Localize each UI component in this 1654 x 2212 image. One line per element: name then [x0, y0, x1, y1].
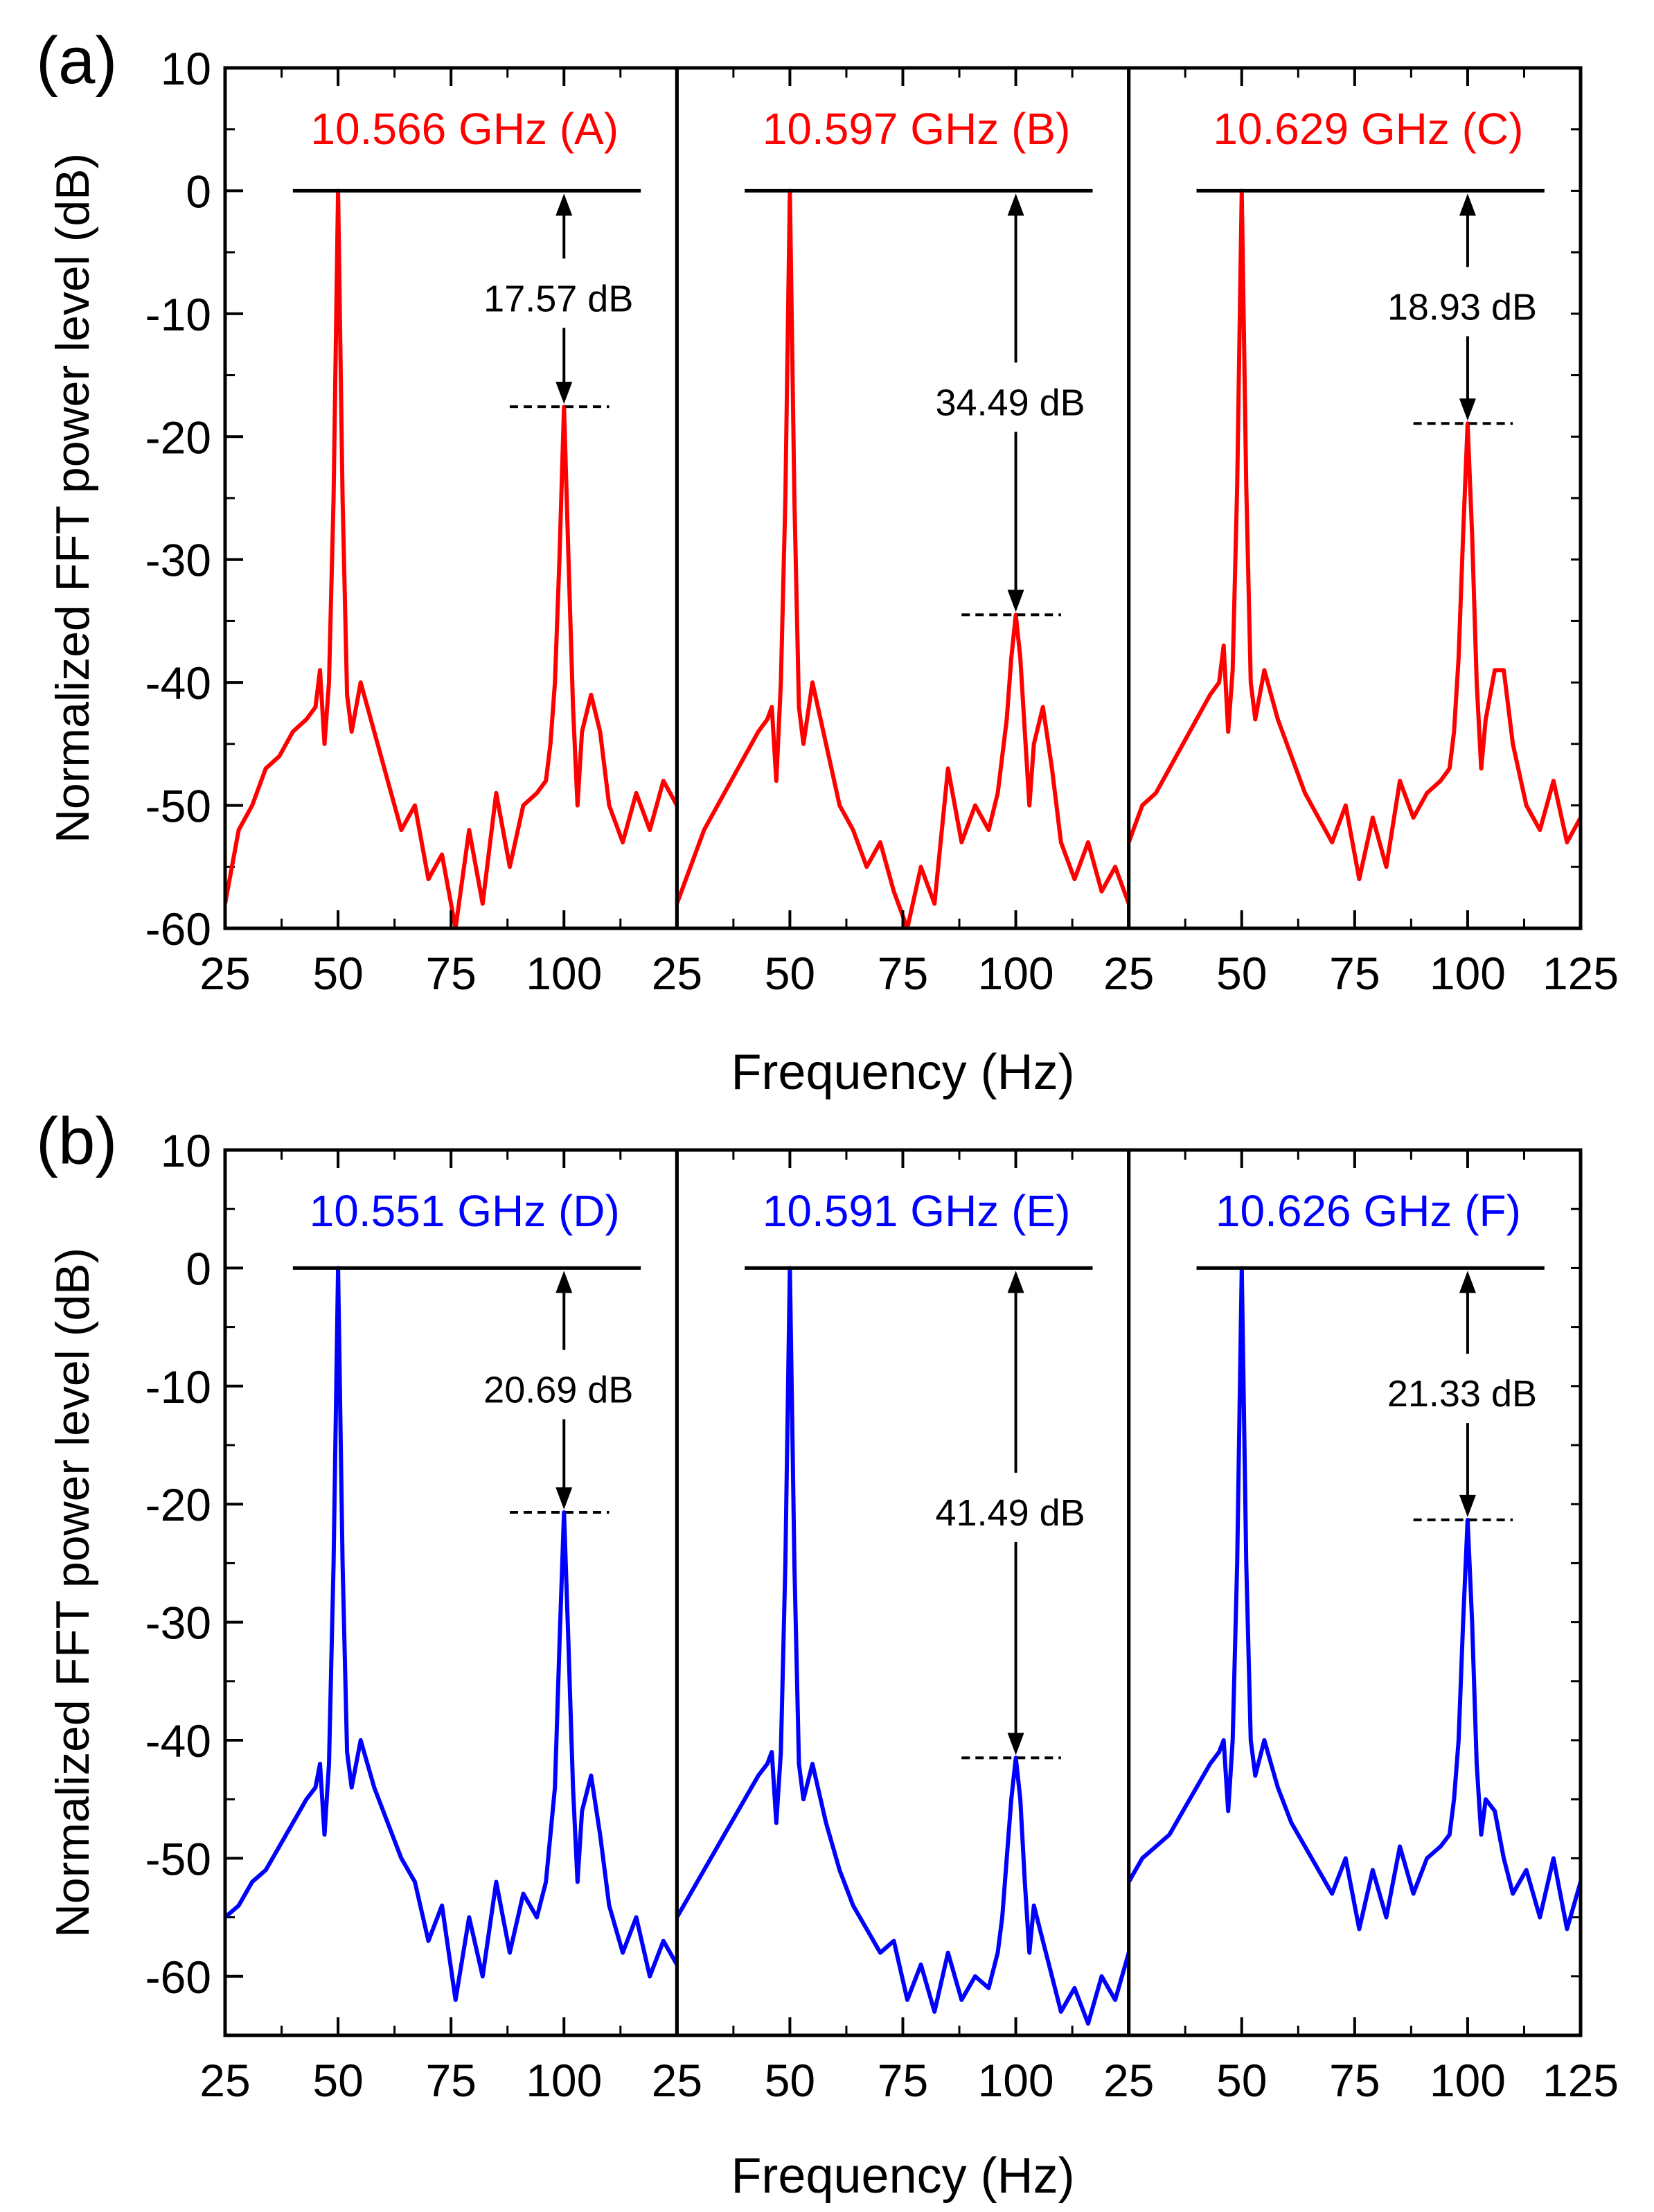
- subplot-title: 10.551 GHz (D): [310, 1186, 620, 1236]
- series-line: [225, 188, 677, 928]
- series-line: [677, 188, 1129, 928]
- db-annotation: 17.57 dB: [483, 278, 633, 319]
- y-tick-label: -40: [145, 657, 211, 709]
- x-tick-label: 100: [978, 948, 1054, 999]
- subplot-frame: [675, 1148, 1131, 2037]
- arrow-down-head: [555, 1487, 573, 1510]
- x-tick-label: 50: [1216, 948, 1267, 999]
- x-tick-label: 50: [1216, 2055, 1267, 2106]
- x-tick-label: 25: [652, 2055, 702, 2106]
- arrow-up-head: [1459, 193, 1476, 216]
- subplot-10.626 GHz (F): 25 50 75 100 125 10.626 GHz (F) 21.33 dB: [1103, 1148, 1619, 2106]
- subplot-10.591 GHz (E): 25 50 75 100 10.591 GHz (E) 41.49 dB: [652, 1148, 1131, 2106]
- x-tick-label: 25: [1103, 948, 1154, 999]
- x-tick-label: 75: [878, 2055, 928, 2106]
- arrow-up-head: [555, 193, 573, 216]
- x-tick-label: 100: [526, 2055, 602, 2106]
- x-tick-label: 25: [199, 948, 250, 999]
- y-axis-label: Normalized FFT power level (dB): [46, 153, 99, 843]
- subplot-frame: [1127, 1148, 1583, 2037]
- db-annotation: 34.49 dB: [935, 382, 1085, 423]
- subplot-title: 10.626 GHz (F): [1216, 1186, 1521, 1236]
- subplot-10.551 GHz (D): 25 50 75 100 10.551 GHz (D) 20.69 dB: [199, 1148, 679, 2106]
- x-tick-label: 25: [652, 948, 702, 999]
- x-tick-label: 50: [312, 2055, 363, 2106]
- arrow-down-head: [1007, 1733, 1024, 1755]
- x-tick-label: 25: [1103, 2055, 1154, 2106]
- y-tick-label: -30: [145, 535, 211, 586]
- arrow-down-head: [1459, 1494, 1476, 1517]
- series-line: [225, 1266, 677, 2002]
- y-tick-label: -60: [145, 903, 211, 955]
- arrow-down-head: [1459, 398, 1476, 421]
- x-axis-label: Frequency (Hz): [731, 2148, 1074, 2204]
- y-axis-label: Normalized FFT power level (dB): [46, 1248, 99, 1938]
- arrow-down-head: [1007, 590, 1024, 612]
- x-tick-label: 75: [1329, 2055, 1380, 2106]
- arrow-up-head: [555, 1271, 573, 1293]
- series-line: [677, 1266, 1129, 2026]
- x-axis-label: Frequency (Hz): [731, 1045, 1074, 1100]
- y-tick-label: 0: [186, 1243, 211, 1294]
- db-annotation: 20.69 dB: [483, 1370, 633, 1411]
- x-tick-label: 100: [1430, 948, 1506, 999]
- subplot-frame: [675, 66, 1131, 930]
- subplot-10.566 GHz (A): 25 50 75 100 10.566 GHz (A) 17.57 dB: [199, 66, 679, 999]
- db-annotation: 41.49 dB: [935, 1492, 1085, 1534]
- x-tick-label: 50: [765, 948, 815, 999]
- x-tick-label: 50: [765, 2055, 815, 2106]
- x-tick-label: 75: [1329, 948, 1380, 999]
- subplot-10.597 GHz (B): 25 50 75 100 10.597 GHz (B) 34.49 dB: [652, 66, 1131, 999]
- y-tick-label: -60: [145, 1952, 211, 2003]
- subplot-title: 10.629 GHz (C): [1213, 104, 1523, 154]
- series-line: [1128, 1266, 1581, 1931]
- db-annotation: 21.33 dB: [1387, 1373, 1537, 1415]
- y-tick-label: -50: [145, 781, 211, 832]
- subplot-frame: [1127, 66, 1583, 930]
- y-tick-label: 0: [186, 166, 211, 217]
- subplot-title: 10.566 GHz (A): [310, 104, 619, 154]
- y-tick-label: 10: [161, 1125, 211, 1176]
- arrow-up-head: [1459, 1271, 1476, 1293]
- x-tick-label: 75: [878, 948, 928, 999]
- panel-label: (b): [36, 1104, 117, 1178]
- db-annotation: 18.93 dB: [1387, 286, 1537, 328]
- x-tick-label: 125: [1542, 2055, 1619, 2106]
- y-tick-label: -20: [145, 412, 211, 463]
- x-tick-label: 50: [312, 948, 363, 999]
- subplot-title: 10.591 GHz (E): [763, 1186, 1071, 1236]
- x-tick-label: 100: [1430, 2055, 1506, 2106]
- y-tick-label: -10: [145, 1361, 211, 1413]
- x-tick-label: 100: [978, 2055, 1054, 2106]
- x-tick-label: 75: [425, 2055, 476, 2106]
- x-tick-label: 100: [526, 948, 602, 999]
- y-tick-label: -10: [145, 289, 211, 340]
- arrow-up-head: [1007, 1271, 1024, 1293]
- y-tick-label: 10: [161, 43, 211, 94]
- arrow-up-head: [1007, 193, 1024, 216]
- x-tick-label: 125: [1542, 948, 1619, 999]
- x-tick-label: 25: [199, 2055, 250, 2106]
- series-line: [1128, 188, 1581, 881]
- subplot-title: 10.597 GHz (B): [763, 104, 1071, 154]
- x-tick-label: 75: [425, 948, 476, 999]
- panel-label: (a): [36, 24, 117, 98]
- subplot-10.629 GHz (C): 25 50 75 100 125 10.629 GHz (C) 18.93 dB: [1103, 66, 1619, 999]
- y-tick-label: -30: [145, 1598, 211, 1649]
- y-tick-label: -20: [145, 1479, 211, 1530]
- arrow-down-head: [555, 382, 573, 405]
- y-tick-label: -50: [145, 1833, 211, 1884]
- y-tick-label: -40: [145, 1715, 211, 1767]
